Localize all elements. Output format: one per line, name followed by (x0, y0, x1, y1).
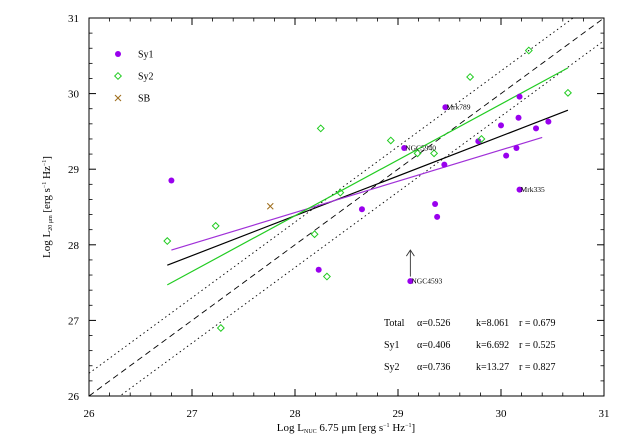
x-tick-label: 29 (393, 408, 405, 420)
point-sy2 (163, 237, 172, 246)
cross-stroke (114, 94, 122, 102)
x-tick-label: 31 (599, 408, 610, 420)
x-tick-label: 27 (187, 408, 199, 420)
point-sy2 (316, 124, 325, 133)
point-sy2 (524, 46, 533, 55)
point-sy1 (545, 118, 552, 125)
annotation-label: Mrk335 (521, 185, 545, 194)
x-tick-label: 28 (290, 408, 302, 420)
reference-lines (89, 18, 604, 396)
stats-r: r = 0.679 (519, 318, 555, 329)
point-sy2 (386, 136, 395, 145)
legend-marker-sy2 (113, 71, 123, 81)
fit-line-sy2 (166, 67, 569, 286)
y-tick-label: 28 (68, 240, 80, 252)
stats-k: k=8.061 (476, 318, 509, 329)
y-axis-title: Log L20 μm [erg s−1 Hz−1] (41, 156, 54, 258)
legend-marker-sy1 (115, 51, 121, 57)
y-tick-label: 26 (68, 391, 80, 403)
axis-ticks: 26 26 27 27 28 28 29 29 30 30 31 31 (68, 13, 610, 420)
reference-line-0 (89, 18, 604, 396)
point-sy1 (475, 138, 482, 145)
stats-k: k=6.692 (476, 340, 509, 351)
annotations: Mrk789 NGC5940 Mrk335 NGC4593 (405, 103, 545, 286)
point-sy1 (407, 278, 414, 285)
annotation-label: NGC5940 (405, 144, 436, 153)
point-sy1 (401, 145, 408, 152)
stats-alpha: α=0.736 (417, 362, 450, 373)
legend-label: SB (138, 94, 151, 105)
point-sy1 (442, 104, 449, 111)
annotation-label: NGC4593 (411, 277, 442, 286)
point-sy2 (216, 323, 225, 332)
stats-alpha: α=0.526 (417, 318, 450, 329)
y-tick-label: 31 (68, 13, 79, 25)
arrow-head (405, 249, 415, 257)
reference-line-1 (89, 18, 574, 374)
plot-frame (88, 17, 605, 397)
point-sy1 (503, 152, 510, 159)
point-sy1 (533, 125, 540, 132)
stats-label: Sy2 (384, 362, 400, 373)
x-tick-label: 26 (84, 408, 96, 420)
legend: Sy1 Sy2 SB (113, 50, 154, 105)
point-sy2 (430, 149, 439, 158)
point-sy2 (336, 188, 345, 197)
fit-statistics: Total α=0.526 k=8.061 r = 0.679 Sy1 α=0.406 k=… (384, 318, 555, 373)
stats-r: r = 0.525 (519, 340, 555, 351)
stats-label: Total (384, 318, 405, 329)
point-sy2 (563, 88, 572, 97)
y-tick-label: 30 (68, 89, 80, 101)
cross-stroke (266, 202, 274, 210)
point-sb (266, 202, 274, 210)
point-sy2 (413, 149, 422, 158)
stats-r: r = 0.827 (519, 362, 555, 373)
legend-label: Sy1 (138, 50, 154, 61)
y-tick-label: 27 (68, 315, 80, 327)
stats-alpha: α=0.406 (417, 340, 450, 351)
point-sy1 (441, 161, 448, 168)
annotation-label: Mrk789 (446, 103, 470, 112)
point-sy1 (516, 93, 523, 100)
point-sy2 (322, 272, 331, 281)
point-sy1 (498, 122, 504, 129)
x-axis-title: Log LNUC 6.75 μm [erg s−1 Hz−1] (277, 422, 415, 435)
fit-line-total (167, 109, 569, 266)
fit-line-sy1 (171, 136, 543, 251)
stats-label: Sy1 (384, 340, 400, 351)
point-sy2 (477, 134, 486, 143)
reference-line-2 (119, 40, 604, 396)
x-tick-label: 30 (496, 408, 508, 420)
point-sy1 (515, 114, 522, 121)
point-sy1 (516, 186, 523, 193)
point-sy2 (310, 230, 319, 239)
point-sy1 (434, 213, 441, 220)
data-points (163, 46, 572, 332)
point-sy2 (211, 221, 220, 230)
y-tick-label: 29 (68, 164, 80, 176)
point-sy1 (358, 206, 365, 213)
point-sy1 (432, 200, 439, 207)
point-sy1 (168, 177, 175, 184)
point-sy1 (315, 266, 322, 273)
legend-marker-sb (114, 94, 122, 102)
fit-lines (166, 67, 569, 286)
point-sy1 (513, 145, 520, 152)
point-sy2 (466, 72, 475, 81)
legend-label: Sy2 (138, 72, 154, 83)
stats-k: k=13.27 (476, 362, 509, 373)
